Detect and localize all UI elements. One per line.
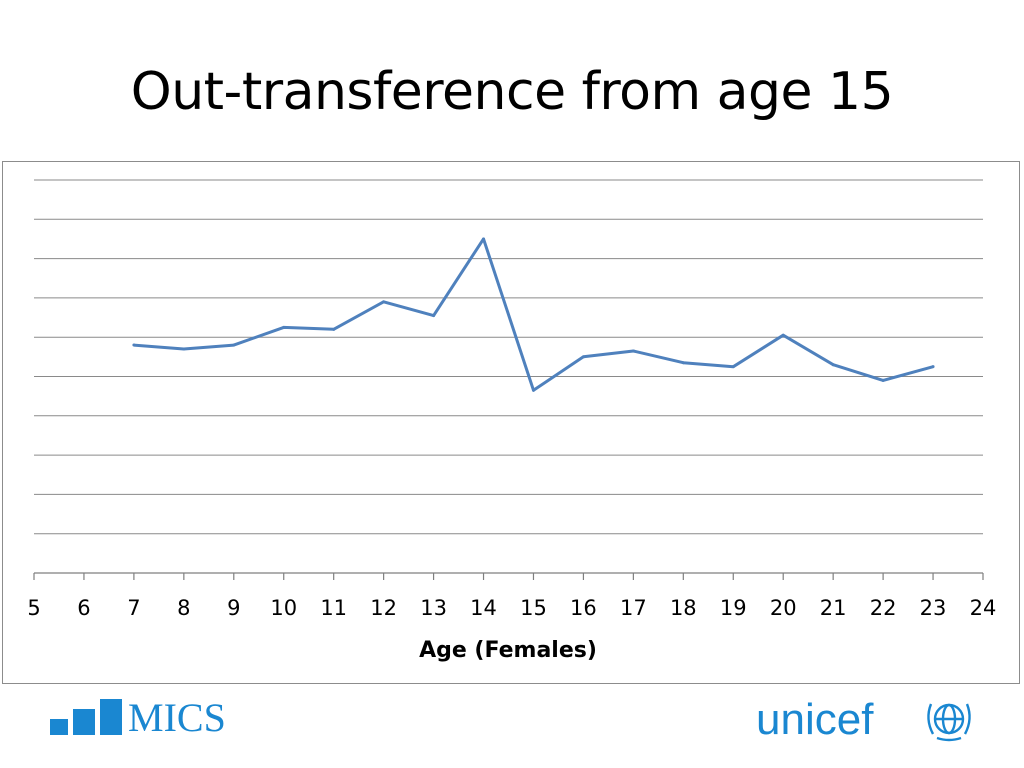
x-tick-label: 18 — [670, 596, 697, 620]
x-tick-label: 6 — [77, 596, 90, 620]
x-tick-label: 15 — [520, 596, 547, 620]
data-point — [531, 388, 535, 392]
x-tick-label: 13 — [420, 596, 447, 620]
data-point — [681, 361, 685, 365]
unicef-wordmark: unicef — [756, 695, 874, 744]
x-tick-label: 20 — [770, 596, 797, 620]
data-series — [132, 237, 935, 392]
data-point — [282, 325, 286, 329]
x-tick-label: 5 — [27, 596, 40, 620]
x-tick-label: 24 — [970, 596, 997, 620]
data-point — [931, 365, 935, 369]
x-tick-label: 22 — [870, 596, 897, 620]
x-axis: 5 6 7 8 9 10 11 12 13 14 15 16 17 18 19 20 21 22 23 24 — [27, 572, 997, 620]
chart-frame: 5 6 7 8 9 10 11 12 13 14 15 16 17 18 19 20 21 22 23 24 Age … — [2, 161, 1020, 684]
series-line — [133, 237, 934, 392]
data-point — [731, 365, 735, 369]
mics-bar-2 — [73, 709, 95, 735]
line-chart: 5 6 7 8 9 10 11 12 13 14 15 16 17 18 19 20 21 22 23 24 Age … — [27, 179, 997, 663]
x-tick-label: 9 — [227, 596, 240, 620]
data-point — [332, 327, 336, 331]
data-point — [232, 343, 236, 347]
mics-logo: MICS — [50, 696, 250, 740]
data-point — [432, 314, 436, 318]
x-tick-label: 11 — [320, 596, 347, 620]
x-tick-label: 8 — [177, 596, 190, 620]
mics-bar-1 — [50, 719, 68, 735]
data-point — [482, 237, 486, 241]
mics-wordmark: MICS — [128, 695, 226, 740]
data-point — [581, 355, 585, 359]
x-tick-label: 14 — [470, 596, 497, 620]
x-tick-label: 19 — [720, 596, 747, 620]
x-tick-label: 7 — [127, 596, 140, 620]
x-tick-label: 17 — [620, 596, 647, 620]
x-tick-label: 10 — [270, 596, 297, 620]
x-tick-label: 12 — [370, 596, 397, 620]
data-point — [631, 349, 635, 353]
data-point — [382, 300, 386, 304]
mics-bar-3 — [100, 699, 122, 735]
unicef-logo: unicef — [756, 694, 986, 746]
x-axis-title: Age (Females) — [419, 638, 597, 663]
data-point — [781, 333, 785, 337]
x-tick-label: 16 — [570, 596, 597, 620]
x-tick-label: 21 — [820, 596, 847, 620]
unicef-emblem-icon — [927, 703, 971, 742]
data-point — [182, 347, 186, 351]
slide-title: Out-transference from age 15 — [130, 62, 894, 122]
gridlines — [34, 179, 983, 535]
data-point — [881, 378, 885, 382]
data-point — [831, 363, 835, 367]
x-tick-label: 23 — [920, 596, 947, 620]
data-point — [132, 343, 136, 347]
